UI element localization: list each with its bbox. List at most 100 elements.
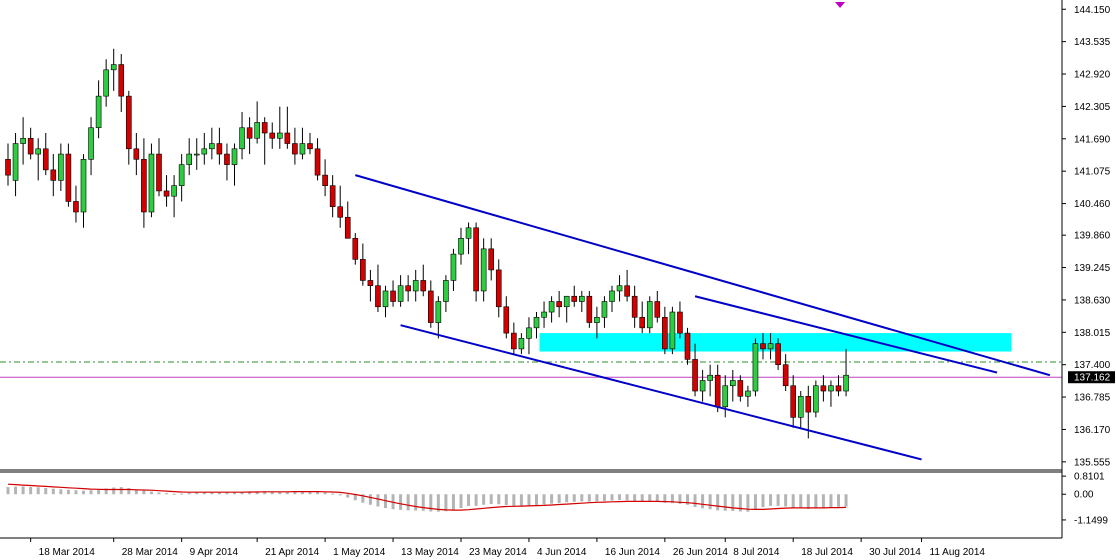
macd-bar: [565, 494, 569, 503]
candle-body: [163, 190, 170, 197]
candle: [390, 280, 396, 307]
candle: [427, 280, 434, 328]
candle: [677, 301, 683, 339]
candle: [50, 154, 57, 197]
candle-body: [5, 159, 11, 176]
candle-body: [405, 285, 411, 292]
candle-body: [224, 153, 230, 165]
candle: [65, 143, 72, 207]
indicator-tick-label: 0.00: [1074, 490, 1094, 501]
candle: [714, 364, 721, 413]
candle-body: [42, 148, 49, 171]
candle-body: [654, 301, 661, 318]
macd-bar: [625, 494, 629, 501]
chart-frame: [0, 0, 1063, 539]
candle: [178, 154, 185, 202]
candle: [20, 117, 26, 165]
price-tick-label: 136.170: [1074, 425, 1111, 436]
macd-bar: [640, 494, 644, 502]
candle-body: [775, 343, 781, 365]
macd-bar: [655, 494, 659, 502]
candle: [322, 159, 328, 197]
candle: [646, 296, 653, 334]
inner-channel-line: [694, 295, 998, 374]
current-price-box: [1068, 371, 1115, 384]
macd-bar: [572, 494, 576, 502]
candle-body: [443, 280, 449, 302]
price-axis: 144.150 143.535 142.920 142.305 141.690 141.0…: [1062, 5, 1115, 468]
candle: [692, 343, 698, 397]
candle-body: [156, 153, 162, 192]
macd-bar: [21, 486, 25, 495]
candle: [548, 296, 555, 323]
candle-body: [397, 285, 404, 302]
candle-body: [367, 280, 374, 287]
macd-bar: [535, 494, 538, 506]
candle: [375, 264, 381, 313]
candle: [707, 364, 713, 397]
candle: [95, 80, 102, 139]
macd-bar: [142, 490, 146, 495]
candle: [775, 338, 781, 370]
macd-bar: [708, 494, 712, 510]
time-tick-label: 18 Jul 2014: [801, 547, 853, 558]
candle: [420, 264, 427, 297]
candle: [397, 275, 404, 307]
candle-body: [677, 311, 683, 334]
candle-body: [790, 385, 797, 418]
candle-body: [594, 316, 600, 323]
candle: [473, 222, 479, 302]
candle-body: [480, 248, 487, 292]
candle-body: [118, 64, 125, 97]
candle-body: [435, 301, 442, 323]
candle: [616, 275, 623, 302]
candle-body: [707, 374, 713, 381]
macd-bar: [580, 494, 584, 502]
candle-body: [292, 143, 298, 155]
candle: [767, 333, 774, 360]
candle-body: [518, 338, 525, 350]
macd-bar: [519, 494, 523, 507]
price-tick-label: 138.630: [1074, 295, 1111, 306]
macd-bar: [686, 494, 689, 505]
macd-bar: [112, 487, 116, 495]
candle-body: [95, 95, 102, 129]
candle-body: [563, 295, 570, 308]
candle-body: [835, 385, 842, 392]
candle: [337, 185, 344, 228]
macd-bar: [353, 494, 357, 501]
time-tick-label: 16 Jun 2014: [605, 547, 660, 558]
macd-bar: [36, 487, 40, 495]
macd-bar: [504, 494, 508, 505]
candle: [586, 290, 593, 328]
candle: [450, 248, 457, 291]
candle: [156, 138, 162, 197]
macd-bar: [361, 494, 365, 503]
candle: [299, 127, 306, 160]
macd-bar: [97, 489, 101, 495]
macd-bar: [844, 494, 848, 507]
candle-body: [714, 374, 721, 408]
macd-bar: [195, 492, 199, 495]
time-tick-label: 30 Jul 2014: [869, 547, 921, 558]
macd-signal-line: [7, 483, 847, 511]
price-tick-label: 136.785: [1074, 393, 1111, 404]
candle-body: [126, 95, 132, 150]
time-tick-label: 11 Aug 2014: [930, 547, 986, 558]
candle: [171, 175, 177, 218]
candle: [813, 380, 819, 418]
candle-body: [73, 201, 79, 213]
macd-bar: [172, 493, 176, 495]
candle-body: [646, 301, 653, 329]
macd-bar: [368, 494, 372, 505]
candle-body: [458, 238, 464, 255]
candle-body: [314, 148, 321, 176]
macd-bar: [587, 494, 591, 502]
candle: [669, 306, 676, 355]
candle-body: [50, 169, 57, 181]
macd-bar: [444, 494, 448, 512]
candle: [254, 101, 260, 144]
macd-bar: [59, 489, 63, 495]
candle: [495, 259, 502, 318]
